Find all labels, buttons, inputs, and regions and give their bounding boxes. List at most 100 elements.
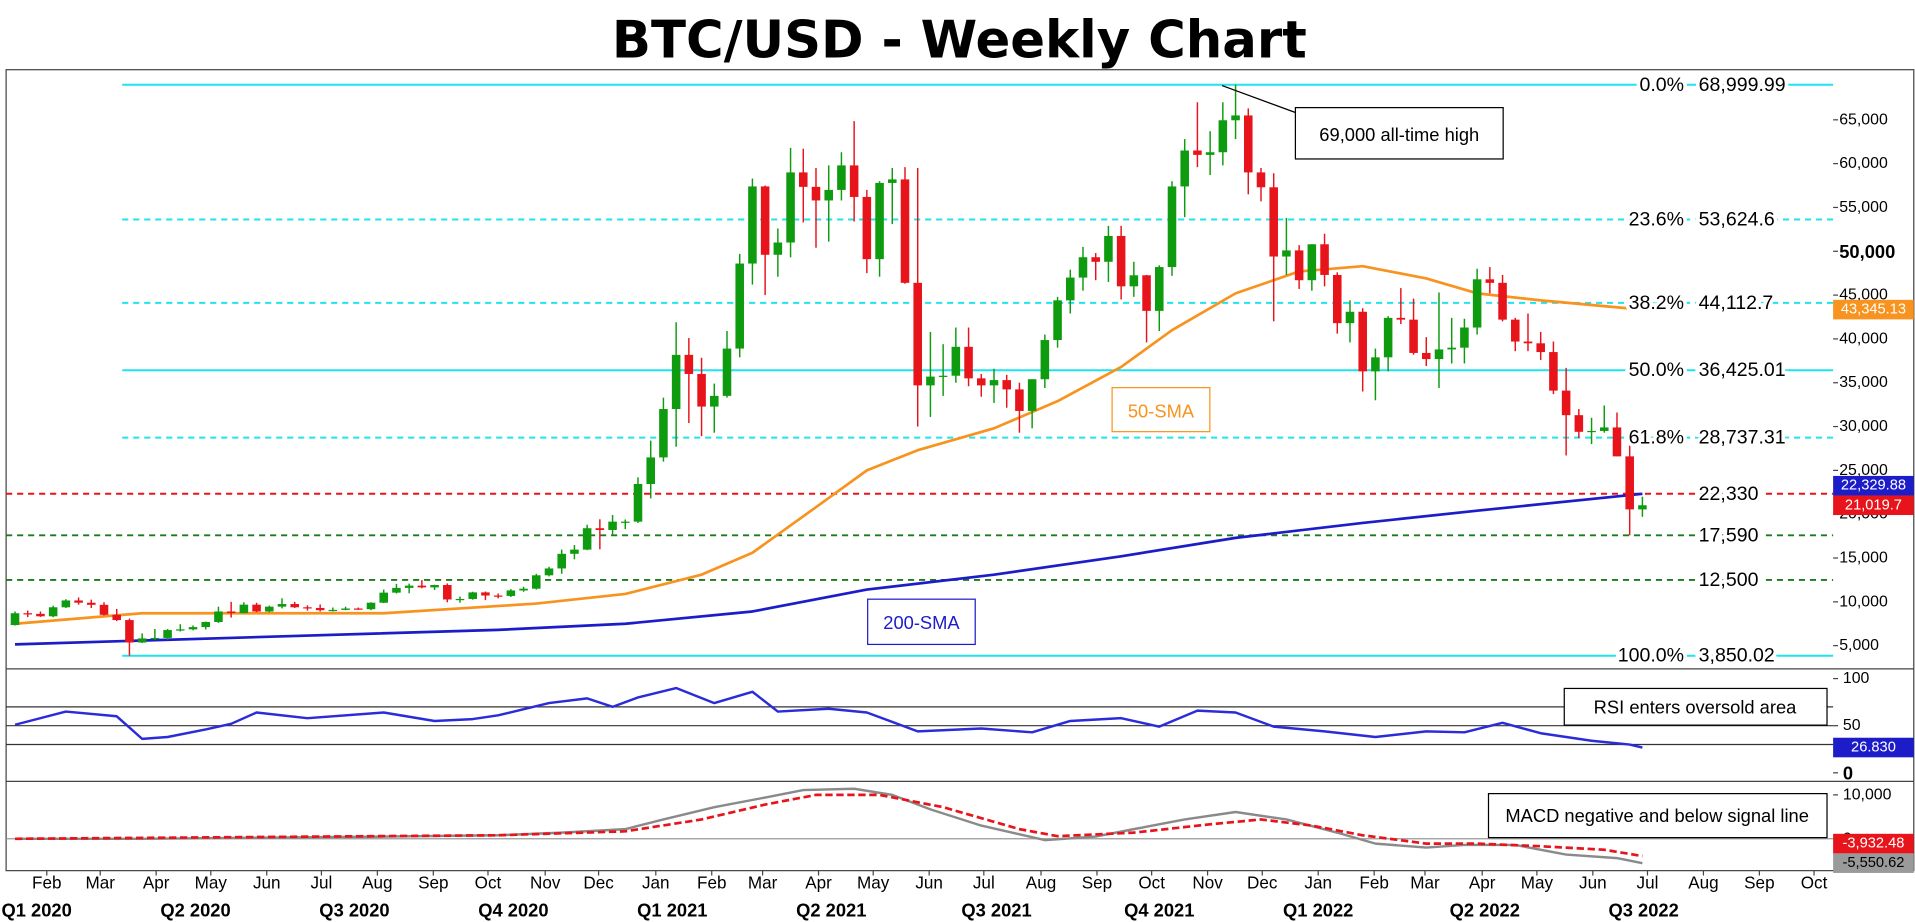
candle-body <box>1269 187 1278 257</box>
candle-body <box>112 614 121 621</box>
candle-body <box>506 590 516 596</box>
y-tick-label: 55,000 <box>1839 199 1888 216</box>
candle-body <box>1027 379 1037 411</box>
y-tick-label: 45,000 <box>1839 287 1888 304</box>
x-tick-label: Feb <box>697 873 726 892</box>
candle-body <box>137 638 147 643</box>
candle-body <box>214 611 223 622</box>
sma50-label: 50-SMA <box>1128 400 1195 421</box>
candle-body <box>252 604 261 612</box>
sma200-label: 200-SMA <box>883 612 960 633</box>
candle-body <box>710 395 719 407</box>
candle-body <box>1638 505 1647 510</box>
candle-body <box>379 592 388 603</box>
quarter-label: Q1 2021 <box>637 899 707 920</box>
candle-body <box>1625 456 1634 510</box>
candle-body <box>455 598 465 601</box>
candle-body <box>1447 347 1456 350</box>
candle-body <box>48 607 58 617</box>
candle-body <box>1167 186 1177 268</box>
candle-body <box>1409 319 1418 353</box>
candle-body <box>760 186 770 255</box>
candle-body <box>176 629 185 631</box>
candle-body <box>150 637 160 640</box>
x-tick-label: Apr <box>1469 873 1496 892</box>
candle-body <box>964 346 973 379</box>
fib-percent: 23.6% <box>1629 209 1684 231</box>
candle-body <box>1574 415 1584 432</box>
x-tick-label: Mar <box>748 873 778 892</box>
candle-body <box>1002 380 1011 390</box>
x-tick-label: Dec <box>583 873 614 892</box>
y-tick-label: 35,000 <box>1839 374 1888 391</box>
candle-body <box>404 585 414 588</box>
candle-body <box>188 627 198 630</box>
quarter-label: Q4 2020 <box>478 899 548 920</box>
candle-body <box>226 611 236 614</box>
series-line <box>14 686 1643 749</box>
candle-body <box>1053 300 1062 341</box>
candle-body <box>87 602 96 605</box>
y-tick-label: 15,000 <box>1839 550 1888 567</box>
x-tick-label: Sep <box>1082 873 1112 892</box>
candle-body <box>1091 257 1100 262</box>
candle-body <box>888 179 897 183</box>
fib-value: 68,999.99 <box>1699 74 1786 96</box>
quarter-label: Q2 2020 <box>160 899 230 920</box>
candle-body <box>1320 244 1329 275</box>
annotation-box <box>867 598 976 646</box>
y-tick-label: 100 <box>1843 670 1870 687</box>
quarter-label: Q2 2021 <box>796 899 866 920</box>
candle-body <box>1460 327 1469 348</box>
candle-body <box>1599 427 1609 431</box>
candle-body <box>328 609 338 612</box>
candle-body <box>1256 172 1266 188</box>
x-tick-label: Jun <box>1579 873 1607 892</box>
candle-body <box>74 600 83 603</box>
y-tick-label: 10,000 <box>1839 593 1888 610</box>
candle-body <box>773 242 783 255</box>
candle-body <box>163 630 172 638</box>
candle-body <box>582 528 592 550</box>
plot-area: 0.0% 68,999.99 23.6% 53,624.6 38.2% 44,112.7 5… <box>1 70 1914 920</box>
y-tick-label: 50,000 <box>1839 241 1895 262</box>
x-tick-label: Mar <box>85 873 115 892</box>
price-tag-label: 21,019.7 <box>1845 497 1902 513</box>
y-tick-label: 60,000 <box>1839 155 1888 172</box>
candle-body <box>1498 282 1507 320</box>
candle-body <box>1358 311 1367 372</box>
candle-body <box>799 172 808 187</box>
x-tick-label: Feb <box>1359 873 1388 892</box>
candle-body <box>1332 274 1342 324</box>
x-tick-label: Oct <box>475 873 502 892</box>
candle-body <box>1434 349 1444 360</box>
candle-body <box>1154 267 1164 311</box>
candle-body <box>1243 115 1253 173</box>
x-tick-label: Mar <box>1410 873 1440 892</box>
candle-body <box>1218 120 1228 153</box>
candle-body <box>951 346 961 376</box>
candle-body <box>1142 275 1151 311</box>
candle-body <box>430 585 439 588</box>
candle-body <box>1536 343 1545 353</box>
candle-body <box>341 608 350 610</box>
candle-body <box>824 189 833 201</box>
candle-body <box>786 172 795 243</box>
price-tag-label: 43,345.13 <box>1841 302 1906 318</box>
x-tick-label: Feb <box>32 873 61 892</box>
quarter-label: Q4 2021 <box>1124 899 1194 920</box>
candle-body <box>1015 389 1024 411</box>
candle-body <box>735 263 744 349</box>
candle-body <box>303 607 312 609</box>
y-tick-label: 10,000 <box>1843 786 1892 803</box>
x-tick-label: May <box>195 873 228 892</box>
fib-value: 36,425.01 <box>1699 359 1786 381</box>
candle-body <box>1510 319 1520 342</box>
candle-body <box>277 604 287 607</box>
candle-body <box>1307 244 1317 281</box>
quarter-label: Q3 2022 <box>1609 899 1679 920</box>
candle-body <box>608 521 617 530</box>
annotation-box <box>1563 687 1828 726</box>
